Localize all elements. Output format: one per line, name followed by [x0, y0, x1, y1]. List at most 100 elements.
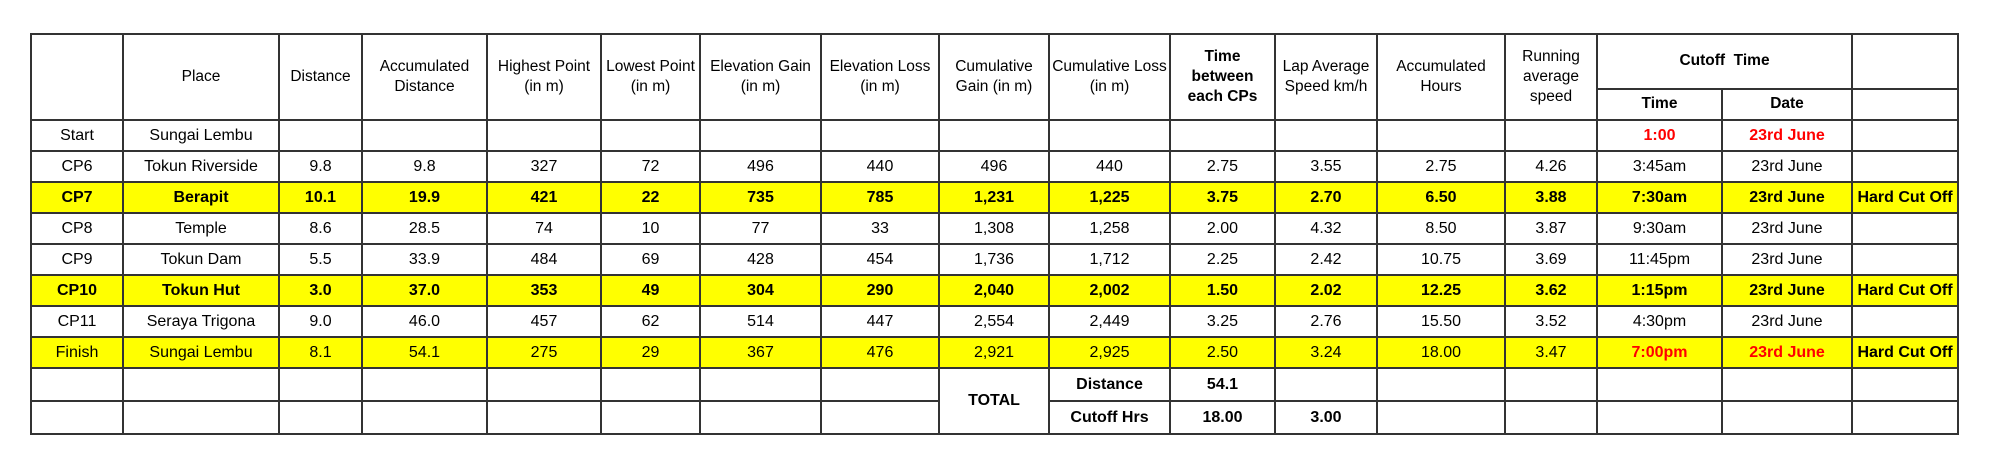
cell: 23rd June [1721, 181, 1853, 214]
col-header-accumulated-hours: Accumulated Hours [1376, 33, 1506, 121]
cell: Tokun Dam [122, 243, 280, 276]
empty-cell [699, 367, 822, 402]
cell: 3:45am [1596, 150, 1723, 183]
cell: 23rd June [1721, 274, 1853, 307]
table-row: CP6 Tokun Riverside 9.8 9.8 327 72 496 440 496 44… [30, 150, 1959, 183]
cell: 8.6 [278, 212, 363, 245]
header-row-main: Place Distance Accumulated Distance High… [30, 33, 1959, 121]
table-row: CP7 Berapit 10.1 19.9 421 22 735 785 1,231 1,225 3… [30, 181, 1959, 214]
cell [278, 119, 363, 152]
cell: 2,449 [1048, 305, 1171, 338]
cell: 4.32 [1274, 212, 1378, 245]
race-checkpoint-table: Place Distance Accumulated Distance High… [30, 33, 1959, 435]
cell: 2.00 [1169, 212, 1276, 245]
cell: Temple [122, 212, 280, 245]
row-label: CP6 [30, 150, 124, 183]
cell [1504, 119, 1598, 152]
cell: 69 [600, 243, 701, 276]
cell [1169, 119, 1276, 152]
cell: 290 [820, 274, 940, 307]
empty-cell [486, 367, 602, 402]
empty-cell [1721, 400, 1853, 435]
col-header-cutoff-date: Date [1721, 88, 1853, 121]
cell: 9:30am [1596, 212, 1723, 245]
cell: 440 [1048, 150, 1171, 183]
empty-cell [600, 367, 701, 402]
table-row: CP9 Tokun Dam 5.5 33.9 484 69 428 454 1,736 1,712… [30, 243, 1959, 276]
cell: 428 [699, 243, 822, 276]
table-row: Finish Sungai Lembu 8.1 54.1 275 29 367 476 2,92… [30, 336, 1959, 369]
cell: 1,308 [938, 212, 1050, 245]
cell [699, 119, 822, 152]
col-header-cumulative-gain: Cumulative Gain (in m) [938, 33, 1050, 121]
cell: 3.69 [1504, 243, 1598, 276]
cell: 11:45pm [1596, 243, 1723, 276]
row-label: Start [30, 119, 124, 152]
cell: 496 [938, 150, 1050, 183]
cell: 1,736 [938, 243, 1050, 276]
cell: 514 [699, 305, 822, 338]
col-header-elevation-loss: Elevation Loss (in m) [820, 33, 940, 121]
cell: 484 [486, 243, 602, 276]
cell: 1:15pm [1596, 274, 1723, 307]
hard-cutoff-note [1851, 119, 1959, 152]
cell: 367 [699, 336, 822, 369]
empty-cell [1851, 400, 1959, 435]
cell: Sungai Lembu [122, 336, 280, 369]
header-blank-top [1851, 33, 1959, 90]
total-extra: 3.00 [1274, 400, 1378, 435]
cell: 74 [486, 212, 602, 245]
empty-cell [361, 367, 488, 402]
cell: 10 [600, 212, 701, 245]
cell: 447 [820, 305, 940, 338]
cell [1048, 119, 1171, 152]
header-row-sub: Time Date [31, 88, 1959, 121]
cell: 496 [699, 150, 822, 183]
cell: Tokun Riverside [122, 150, 280, 183]
empty-cell [600, 400, 701, 435]
total-label: TOTAL [938, 367, 1050, 435]
hard-cutoff-note [1851, 212, 1959, 245]
cell: 23rd June [1721, 119, 1853, 152]
empty-cell [1596, 400, 1723, 435]
row-label: CP7 [30, 181, 124, 214]
cell: 2,925 [1048, 336, 1171, 369]
cell: 785 [820, 181, 940, 214]
empty-cell [1376, 367, 1506, 402]
cell: 23rd June [1721, 336, 1853, 369]
header-blank-bottom [1851, 88, 1959, 121]
total-row: Cutoff Hrs 18.00 3.00 [30, 400, 1959, 435]
cell: 23rd June [1721, 305, 1853, 338]
cell: 9.8 [278, 150, 363, 183]
cell: 353 [486, 274, 602, 307]
cell: 33.9 [361, 243, 488, 276]
empty-cell [1851, 367, 1959, 402]
header-corner [30, 33, 124, 121]
cell: 457 [486, 305, 602, 338]
empty-cell [1376, 400, 1506, 435]
table-row: CP8 Temple 8.6 28.5 74 10 77 33 1,308 1,258 2.00 4.… [30, 212, 1959, 245]
col-header-distance: Distance [278, 33, 363, 121]
cell: 3.62 [1504, 274, 1598, 307]
col-header-cumulative-loss: Cumulative Loss (in m) [1048, 33, 1171, 121]
cell: 46.0 [361, 305, 488, 338]
empty-cell [122, 400, 280, 435]
total-name: Cutoff Hrs [1048, 400, 1171, 435]
cell: 3.24 [1274, 336, 1378, 369]
hard-cutoff-note: Hard Cut Off [1851, 274, 1959, 307]
row-label: Finish [30, 336, 124, 369]
cell: 275 [486, 336, 602, 369]
empty-cell [30, 400, 124, 435]
cell: 5.5 [278, 243, 363, 276]
cell [361, 119, 488, 152]
cell: 3.0 [278, 274, 363, 307]
cell: Seraya Trigona [122, 305, 280, 338]
hard-cutoff-note: Hard Cut Off [1851, 181, 1959, 214]
cell: 72 [600, 150, 701, 183]
hard-cutoff-note: Hard Cut Off [1851, 336, 1959, 369]
col-header-accumulated-distance: Accumulated Distance [361, 33, 488, 121]
cell: 421 [486, 181, 602, 214]
cell: 2.50 [1169, 336, 1276, 369]
empty-cell [1596, 367, 1723, 402]
cell: 2,921 [938, 336, 1050, 369]
